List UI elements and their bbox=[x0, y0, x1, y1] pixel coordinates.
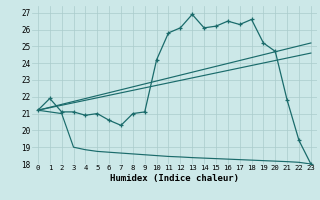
X-axis label: Humidex (Indice chaleur): Humidex (Indice chaleur) bbox=[110, 174, 239, 183]
